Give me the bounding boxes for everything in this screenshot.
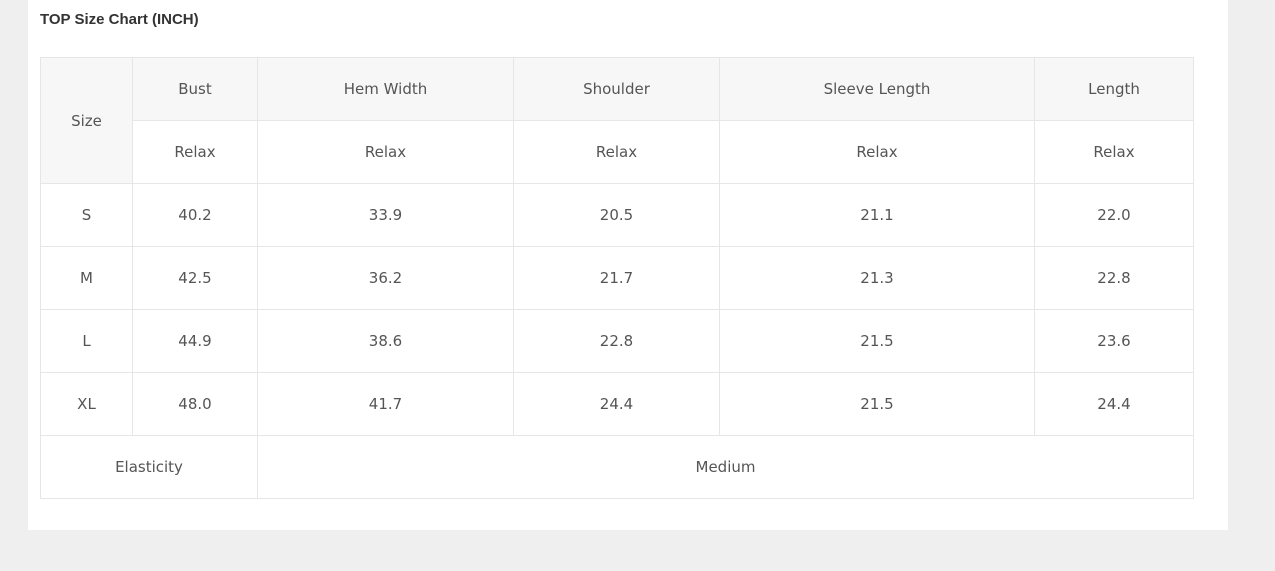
table-row: XL 48.0 41.7 24.4 21.5 24.4 bbox=[40, 372, 1194, 436]
elasticity-label: Elasticity bbox=[40, 435, 258, 499]
size-cell: S bbox=[40, 183, 133, 247]
subheader: Relax bbox=[132, 120, 258, 184]
size-cell: L bbox=[40, 309, 133, 373]
measurement-cell: 38.6 bbox=[257, 309, 514, 373]
measurement-cell: 48.0 bbox=[132, 372, 258, 436]
measurement-cell: 21.3 bbox=[719, 246, 1035, 310]
column-header: Hem Width bbox=[257, 57, 514, 121]
measurement-cell: 24.4 bbox=[1034, 372, 1194, 436]
measurement-cell: 22.8 bbox=[513, 309, 720, 373]
column-header: Bust bbox=[132, 57, 258, 121]
size-cell: M bbox=[40, 246, 133, 310]
subheader: Relax bbox=[257, 120, 514, 184]
measurement-cell: 21.1 bbox=[719, 183, 1035, 247]
measurement-cell: 21.5 bbox=[719, 372, 1035, 436]
chart-title: TOP Size Chart (INCH) bbox=[40, 11, 199, 28]
measurement-cell: 21.7 bbox=[513, 246, 720, 310]
measurement-cell: 23.6 bbox=[1034, 309, 1194, 373]
measurement-cell: 33.9 bbox=[257, 183, 514, 247]
header-row: Size Bust Hem Width Shoulder Sleeve Leng… bbox=[40, 57, 1194, 184]
column-header: Shoulder bbox=[513, 57, 720, 121]
size-chart-panel: TOP Size Chart (INCH) Size Bust Hem Widt… bbox=[28, 0, 1228, 530]
table-row: L 44.9 38.6 22.8 21.5 23.6 bbox=[40, 309, 1194, 373]
elasticity-value: Medium bbox=[257, 435, 1194, 499]
measurement-cell: 36.2 bbox=[257, 246, 514, 310]
measurement-cell: 20.5 bbox=[513, 183, 720, 247]
measurement-cell: 24.4 bbox=[513, 372, 720, 436]
measurement-cell: 41.7 bbox=[257, 372, 514, 436]
column-header: Sleeve Length bbox=[719, 57, 1035, 121]
elasticity-row: Elasticity Medium bbox=[40, 435, 1194, 499]
subheader: Relax bbox=[719, 120, 1035, 184]
measurement-cell: 22.8 bbox=[1034, 246, 1194, 310]
size-header: Size bbox=[40, 57, 133, 184]
measurement-cell: 21.5 bbox=[719, 309, 1035, 373]
size-chart-table: Size Bust Hem Width Shoulder Sleeve Leng… bbox=[40, 57, 1194, 499]
subheader-row: Relax Relax Relax Relax Relax bbox=[41, 120, 1194, 184]
subheader: Relax bbox=[1034, 120, 1194, 184]
size-cell: XL bbox=[40, 372, 133, 436]
subheader: Relax bbox=[513, 120, 720, 184]
measurement-cell: 40.2 bbox=[132, 183, 258, 247]
table-row: S 40.2 33.9 20.5 21.1 22.0 bbox=[40, 183, 1194, 247]
column-header: Length bbox=[1034, 57, 1194, 121]
measurement-cell: 44.9 bbox=[132, 309, 258, 373]
table-row: M 42.5 36.2 21.7 21.3 22.8 bbox=[40, 246, 1194, 310]
measurement-cell: 42.5 bbox=[132, 246, 258, 310]
measurement-cell: 22.0 bbox=[1034, 183, 1194, 247]
